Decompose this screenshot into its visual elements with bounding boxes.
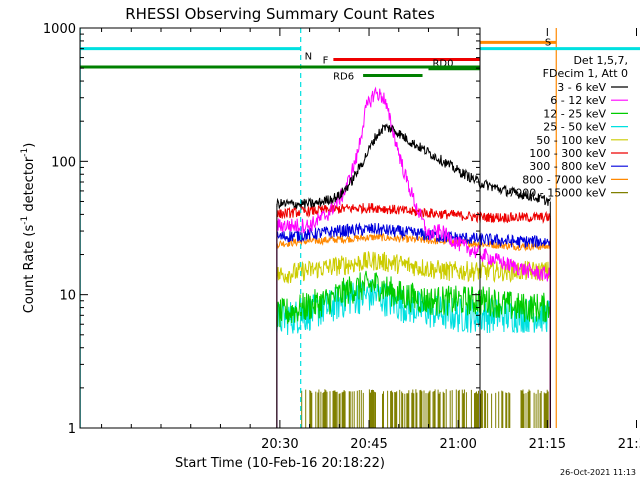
series-line-6-12-kev: [276, 86, 551, 282]
y-axis-label-part: Count Rate (s: [22, 225, 37, 314]
legend-entry-label: 50 - 100 keV: [536, 134, 606, 147]
legend-entry-label: 6 - 12 keV: [550, 94, 606, 107]
y-axis-label: Count Rate (s-1 detector-1): [20, 143, 37, 314]
chart-title: RHESSI Observing Summary Count Rates: [125, 5, 435, 23]
x-tick-label: 21:15: [529, 437, 566, 452]
y-tick-label: 1000: [43, 22, 76, 37]
y-tick-label: 100: [51, 155, 76, 170]
series-line-12-25-kev: [276, 270, 551, 328]
y-axis-label-part: detector: [22, 156, 37, 216]
legend-entry-label: 800 - 7000 keV: [522, 173, 606, 186]
series-line-100-300-kev: [276, 203, 551, 224]
series-line-300-800-kev: [276, 222, 551, 248]
y-tick-label: 10: [59, 289, 76, 304]
y-tick-label: 1: [68, 422, 76, 437]
x-tick-label: 21:00: [439, 437, 476, 452]
y-axis-label-part: ): [22, 143, 37, 148]
legend-header-line: FDecim 1, Att 0: [543, 67, 628, 80]
legend-header-line: Det 1,5,7,: [573, 54, 628, 67]
legend-entry-label: 7000 - 15000 keV: [508, 187, 606, 200]
state-label-f: F: [323, 56, 329, 67]
x-tick-label: 20:45: [350, 437, 387, 452]
legend-entry-label: 100 - 300 keV: [529, 147, 606, 160]
x-tick-label: 21:30: [618, 437, 640, 452]
state-label-n: N: [305, 52, 312, 63]
x-tick-label: 20:30: [261, 437, 298, 452]
legend-entry-label: 300 - 800 keV: [529, 160, 606, 173]
series-line-3-6-kev: [276, 123, 551, 209]
series-layer: [276, 86, 551, 428]
series-line-7000-15000-kev: [301, 389, 551, 428]
x-axis-label: Start Time (10-Feb-16 20:18:22): [175, 456, 385, 471]
state-label-s: S: [545, 37, 551, 48]
series-line-800-7000-kev: [276, 232, 551, 252]
legend-entry-label: 12 - 25 keV: [543, 107, 606, 120]
y-axis-label-superscript: -1: [20, 148, 30, 157]
generation-timestamp: 26-Oct-2021 11:13: [560, 468, 636, 477]
state-label-rd6: RD6: [333, 72, 354, 83]
series-7000-15000-kev: [301, 389, 551, 428]
y-axis-label-superscript: -1: [20, 216, 30, 225]
series-line-50-100-kev: [276, 251, 551, 284]
legend-entry-label: 25 - 50 keV: [543, 121, 606, 134]
legend-entry-label: 3 - 6 keV: [557, 81, 606, 94]
state-label-rd0: RD0: [432, 59, 453, 70]
